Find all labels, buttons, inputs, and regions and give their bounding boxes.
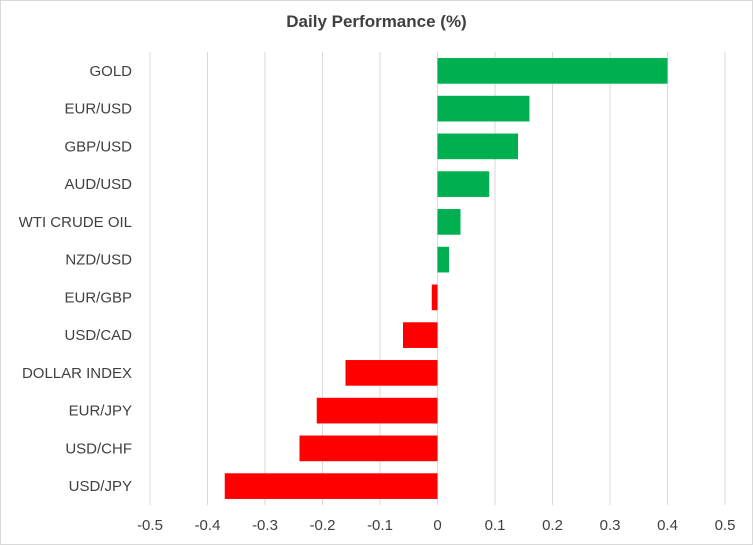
- x-tick-label: 0.5: [715, 517, 736, 534]
- bar: [345, 360, 438, 386]
- category-labels: GOLD EUR/USD GBP/USD AUD/USD WTI CRUDE OIL NZ…: [19, 63, 133, 495]
- x-tick-label: 0.1: [485, 517, 506, 534]
- bar: [431, 284, 438, 311]
- grid-lines: [149, 52, 726, 505]
- category-label: GBP/USD: [64, 138, 132, 155]
- category-label: EUR/GBP: [64, 289, 132, 306]
- x-axis-tick-labels: -0.5 -0.4 -0.3 -0.2 -0.1 0 0.1 0.2 0.3 0.4 0.5: [137, 517, 735, 534]
- category-label: WTI CRUDE OIL: [19, 214, 132, 231]
- bar: [437, 246, 449, 273]
- x-tick-label: -0.4: [195, 517, 221, 534]
- bar: [403, 322, 438, 348]
- bar: [437, 209, 461, 235]
- x-tick-label: 0.3: [600, 517, 621, 534]
- x-tick-label: 0: [433, 517, 441, 534]
- chart-title: Daily Performance (%): [286, 12, 467, 31]
- category-label: USD/CAD: [64, 327, 132, 344]
- bar: [437, 171, 490, 197]
- bar: [437, 58, 668, 84]
- bar: [299, 435, 438, 462]
- bar: [437, 133, 518, 160]
- bar: [437, 95, 530, 122]
- x-tick-label: 0.2: [542, 517, 563, 534]
- category-label: EUR/JPY: [69, 403, 132, 420]
- x-tick-label: -0.1: [367, 517, 393, 534]
- category-label: NZD/USD: [65, 252, 132, 269]
- x-tick-label: -0.2: [310, 517, 336, 534]
- category-label: USD/CHF: [65, 440, 132, 457]
- category-label: EUR/USD: [64, 101, 132, 118]
- category-label: GOLD: [89, 63, 132, 80]
- x-tick-label: -0.3: [252, 517, 278, 534]
- category-label: DOLLAR INDEX: [22, 365, 132, 382]
- category-label: AUD/USD: [64, 176, 132, 193]
- bar: [316, 397, 438, 424]
- bar: [224, 473, 438, 499]
- category-label: USD/JPY: [69, 478, 132, 495]
- x-tick-label: 0.4: [657, 517, 678, 534]
- x-tick-label: -0.5: [137, 517, 163, 534]
- bars: [224, 58, 668, 499]
